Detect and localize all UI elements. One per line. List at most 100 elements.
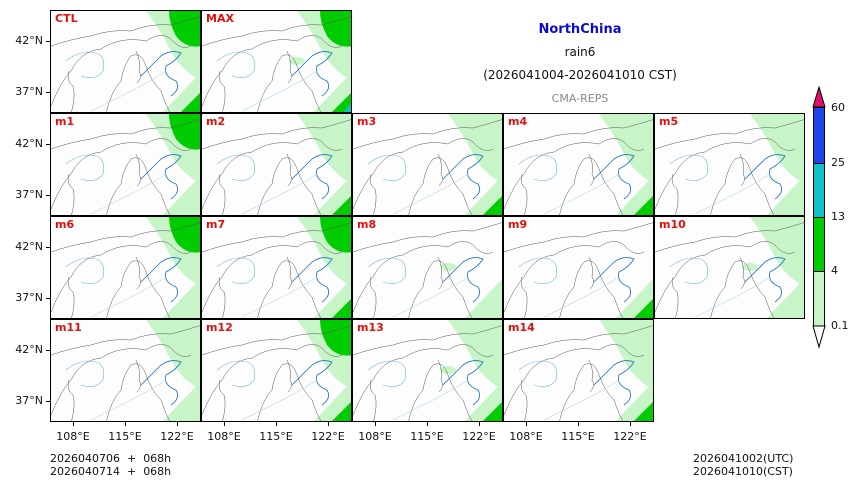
map-panel-m9: m9: [503, 216, 654, 319]
x-tick-label: 115°E: [561, 430, 595, 443]
map-canvas: [51, 217, 200, 318]
map-panel-m14: m14: [503, 319, 654, 422]
x-tick-mark: [375, 422, 376, 426]
x-tick-mark: [73, 422, 74, 426]
x-tick-label: 115°E: [410, 430, 444, 443]
panel-label: m10: [659, 218, 686, 231]
y-tick-mark: [46, 144, 50, 145]
map-canvas: [504, 320, 653, 421]
map-panel-ctl: CTL: [50, 10, 201, 113]
panel-label: m11: [55, 321, 82, 334]
x-tick-mark: [479, 422, 480, 426]
y-tick-mark: [46, 298, 50, 299]
map-canvas: [51, 320, 200, 421]
panel-label: CTL: [55, 12, 78, 25]
map-canvas: [51, 11, 200, 112]
map-panel-m10: m10: [654, 216, 805, 319]
colorbar-seg-25-60: [813, 107, 825, 163]
map-panel-m7: m7: [201, 216, 352, 319]
x-tick-mark: [427, 422, 428, 426]
x-tick-mark: [224, 422, 225, 426]
map-panel-m13: m13: [352, 319, 503, 422]
panel-label: m9: [508, 218, 528, 231]
init-time-2: 2026040714 + 068h: [50, 465, 172, 478]
x-tick-mark: [328, 422, 329, 426]
x-tick-label: 122°E: [311, 430, 345, 443]
map-canvas: [202, 114, 351, 215]
source-title: CMA-REPS: [551, 92, 609, 105]
x-tick-mark: [630, 422, 631, 426]
x-tick-label: 108°E: [207, 430, 241, 443]
y-tick-label: 37°N: [15, 85, 43, 98]
x-tick-label: 115°E: [259, 430, 293, 443]
x-tick-label: 108°E: [358, 430, 392, 443]
colorbar-under-triangle: [812, 325, 826, 349]
y-tick-label: 42°N: [15, 343, 43, 356]
colorbar-label-0.1: 0.1: [831, 319, 849, 332]
x-tick-mark: [276, 422, 277, 426]
period-title: (2026041004-2026041010 CST): [483, 68, 677, 82]
map-canvas: [504, 114, 653, 215]
colorbar-seg-0.1-4: [813, 271, 825, 327]
y-tick-mark: [46, 350, 50, 351]
colorbar-label-13: 13: [831, 210, 845, 223]
x-tick-mark: [526, 422, 527, 426]
x-tick-label: 122°E: [462, 430, 496, 443]
y-tick-label: 42°N: [15, 240, 43, 253]
y-tick-mark: [46, 247, 50, 248]
y-tick-mark: [46, 41, 50, 42]
y-tick-label: 42°N: [15, 34, 43, 47]
panel-label: m6: [55, 218, 75, 231]
map-canvas: [202, 320, 351, 421]
map-panel-m6: m6: [50, 216, 201, 319]
map-canvas: [504, 222, 653, 318]
colorbar-seg-4-13: [813, 217, 825, 271]
x-tick-mark: [177, 422, 178, 426]
valid-time-cst: 2026041010(CST): [693, 465, 793, 478]
panel-label: m12: [206, 321, 233, 334]
panel-label: m1: [55, 115, 75, 128]
x-tick-label: 108°E: [56, 430, 90, 443]
map-canvas: [51, 114, 200, 215]
y-tick-label: 37°N: [15, 394, 43, 407]
panel-label: m8: [357, 218, 377, 231]
valid-time-utc: 2026041002(UTC): [693, 452, 794, 465]
map-panel-m1: m1: [50, 113, 201, 216]
panel-label: m4: [508, 115, 528, 128]
map-canvas: [353, 320, 502, 421]
map-panel-m8: m8: [352, 216, 503, 319]
map-canvas: [353, 114, 502, 215]
colorbar-label-60: 60: [831, 101, 845, 114]
panel-label: m7: [206, 218, 226, 231]
panel-label: m2: [206, 115, 226, 128]
x-tick-label: 115°E: [108, 430, 142, 443]
x-tick-label: 122°E: [613, 430, 647, 443]
y-tick-label: 37°N: [15, 291, 43, 304]
map-canvas: [202, 11, 351, 112]
x-tick-label: 108°E: [509, 430, 543, 443]
panel-label: MAX: [206, 12, 234, 25]
map-canvas: [202, 217, 351, 318]
y-tick-mark: [46, 92, 50, 93]
init-time-1: 2026040706 + 068h: [50, 452, 172, 465]
colorbar-seg-13-25: [813, 163, 825, 217]
colorbar-label-4: 4: [831, 264, 838, 277]
map-canvas: [655, 114, 804, 215]
y-tick-mark: [46, 195, 50, 196]
map-panel-m3: m3: [352, 113, 503, 216]
map-panel-m4: m4: [503, 113, 654, 216]
panel-label: m13: [357, 321, 384, 334]
map-panel-max: MAX: [201, 10, 352, 113]
colorbar-label-25: 25: [831, 156, 845, 169]
map-panel-m11: m11: [50, 319, 201, 422]
panel-label: m5: [659, 115, 679, 128]
y-tick-label: 37°N: [15, 188, 43, 201]
map-panel-m12: m12: [201, 319, 352, 422]
panel-label: m3: [357, 115, 377, 128]
y-tick-label: 42°N: [15, 137, 43, 150]
panel-label: m14: [508, 321, 535, 334]
y-tick-mark: [46, 401, 50, 402]
x-tick-label: 122°E: [160, 430, 194, 443]
map-panel-m5: m5: [654, 113, 805, 216]
region-title: NorthChina: [538, 22, 622, 37]
